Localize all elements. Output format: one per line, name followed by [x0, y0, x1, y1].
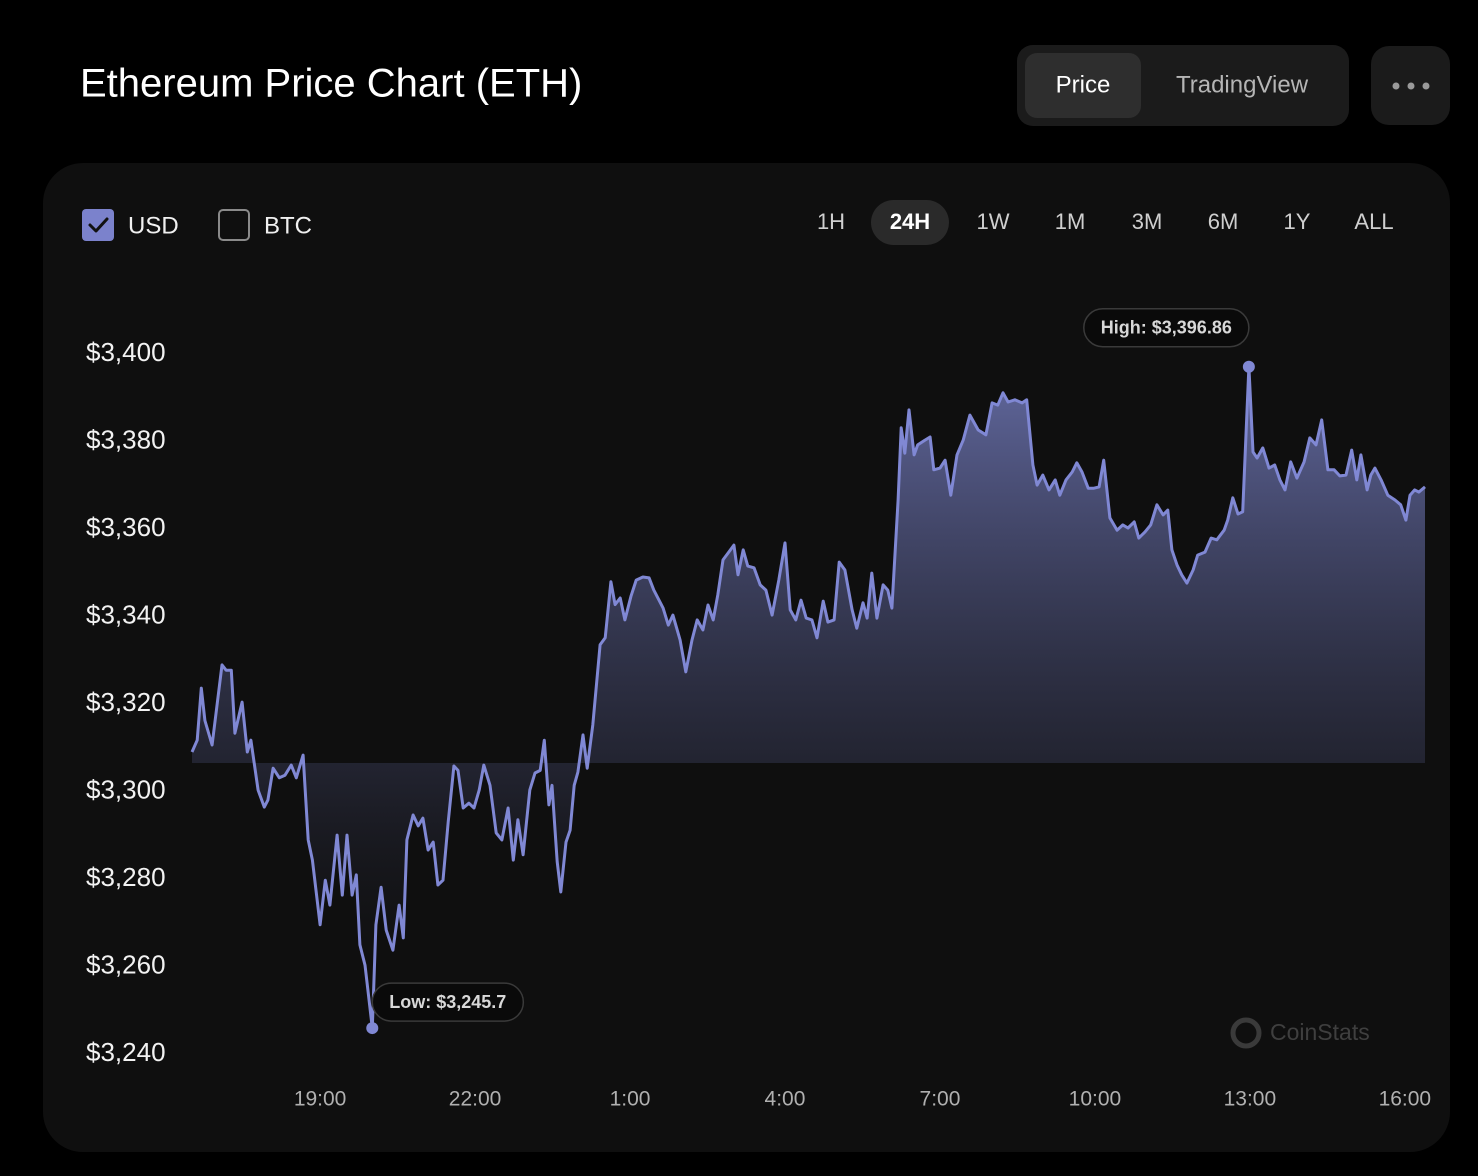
watermark: CoinStats: [1230, 1017, 1370, 1049]
watermark-text: CoinStats: [1270, 1019, 1370, 1045]
y-tick-label: $3,360: [86, 512, 166, 542]
x-tick-label: 19:00: [294, 1088, 347, 1111]
currency-toggle[interactable]: BTC: [218, 209, 312, 241]
annotation: High: $3,396.86: [1083, 307, 1250, 348]
extreme-point: [1242, 360, 1255, 373]
more-dot: [1407, 82, 1415, 90]
page-title: Ethereum Price Chart (ETH): [80, 62, 582, 106]
range-button[interactable]: 1M: [1055, 209, 1086, 234]
x-tick-label: 13:00: [1224, 1088, 1277, 1111]
annotation-box: [1083, 307, 1250, 348]
view-tab[interactable]: TradingView: [1176, 71, 1309, 98]
range-active-bg: [871, 200, 949, 245]
check-mark: [88, 217, 109, 233]
annotation: Low: $3,245.7: [371, 982, 525, 1022]
x-tick-label: 10:00: [1069, 1088, 1122, 1111]
x-tick-label: 22:00: [449, 1088, 502, 1111]
range-button[interactable]: 3M: [1132, 209, 1163, 234]
annotation-text: Low: $3,245.7: [389, 992, 506, 1012]
annotation-text: High: $3,396.86: [1101, 317, 1232, 337]
more-dot: [1392, 82, 1400, 90]
range-button[interactable]: 1Y: [1284, 209, 1311, 234]
y-tick-label: $3,340: [86, 599, 166, 629]
extreme-point: [366, 1022, 379, 1035]
area-fill: [192, 366, 1425, 1029]
view-tab-active-bg: [1025, 53, 1141, 118]
y-tick-label: $3,260: [86, 949, 166, 979]
currency-label: USD: [128, 212, 179, 239]
checkbox-checked: [82, 209, 114, 241]
checkbox: [218, 209, 250, 241]
range-button[interactable]: 6M: [1208, 209, 1239, 234]
range-button[interactable]: 1W: [977, 209, 1010, 234]
y-tick-label: $3,300: [86, 774, 166, 804]
price-line: [190, 365, 1426, 1030]
range-button[interactable]: 1H: [817, 209, 845, 234]
x-tick-label: 7:00: [920, 1088, 961, 1111]
x-tick-label: 4:00: [765, 1088, 806, 1111]
y-tick-label: $3,400: [86, 337, 166, 367]
more-dot: [1422, 82, 1430, 90]
watermark-icon: [1230, 1017, 1262, 1049]
y-tick-label: $3,320: [86, 687, 166, 717]
annotation-box: [371, 982, 525, 1022]
currency-label: BTC: [264, 212, 312, 239]
currency-toggle[interactable]: USD: [82, 209, 179, 241]
range-button[interactable]: 24H: [890, 209, 930, 234]
y-tick-label: $3,380: [86, 424, 166, 454]
x-tick-label: 16:00: [1379, 1088, 1432, 1111]
view-tab[interactable]: Price: [1056, 71, 1111, 98]
y-tick-label: $3,240: [86, 1037, 166, 1067]
x-tick-label: 1:00: [610, 1088, 651, 1111]
range-button[interactable]: ALL: [1354, 209, 1393, 234]
y-tick-label: $3,280: [86, 862, 166, 892]
